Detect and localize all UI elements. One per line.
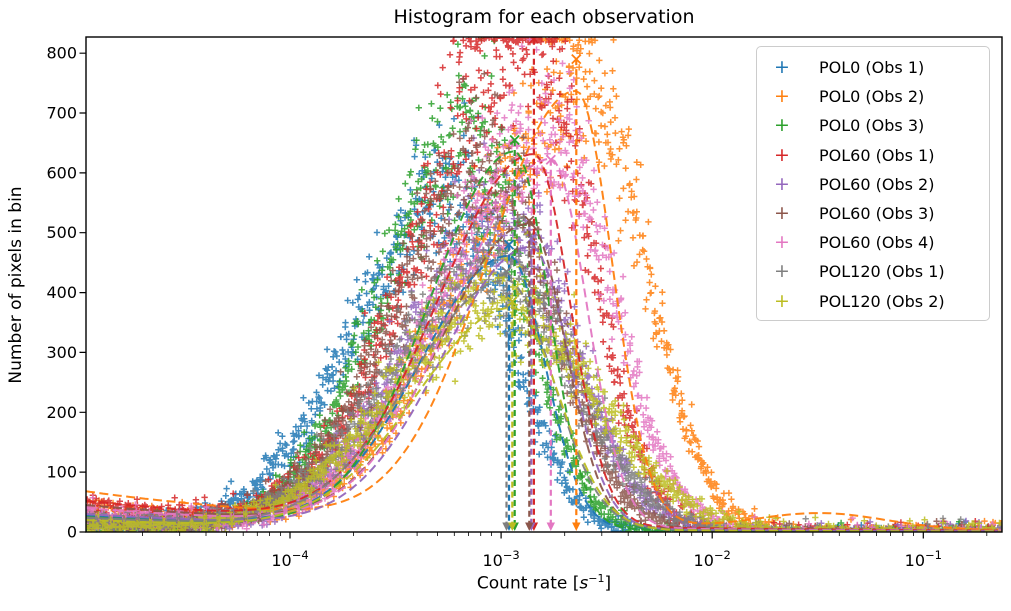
x-marker-icon bbox=[524, 215, 535, 226]
plus-marker-icon: + bbox=[774, 85, 790, 108]
peak-marker-line-POL60-Obs-3 bbox=[524, 215, 535, 531]
y-tick-label: 0 bbox=[67, 523, 77, 542]
peak-marker-line-POL60-Obs-4 bbox=[545, 154, 556, 531]
plus-marker-icon: + bbox=[774, 289, 790, 312]
x-axis-label: Count rate [s−1] bbox=[476, 572, 612, 594]
y-axis-label: Number of pixels in bin bbox=[6, 186, 26, 384]
plus-marker-icon: + bbox=[774, 143, 790, 166]
fit-curve-POL60-Obs-3 bbox=[86, 222, 998, 532]
plus-marker-icon: + bbox=[774, 231, 790, 254]
legend-label: POL60 (Obs 2) bbox=[819, 174, 935, 194]
legend-item: + POL60 (Obs 4) bbox=[757, 228, 989, 257]
down-arrow-icon bbox=[525, 522, 534, 531]
x-tick-label: 10−4 bbox=[271, 548, 308, 570]
y-tick-label: 400 bbox=[46, 283, 77, 302]
x-marker-icon bbox=[571, 53, 582, 65]
plus-marker-icon: + bbox=[774, 202, 790, 225]
legend: + POL0 (Obs 1) + POL0 (Obs 2) + POL0 (Obs 3… bbox=[756, 46, 990, 321]
x-tick-label: 10−2 bbox=[694, 548, 731, 570]
fit-curve-POL60-Obs-2 bbox=[86, 245, 998, 532]
y-tick-label: 800 bbox=[46, 44, 77, 63]
legend-label: POL120 (Obs 2) bbox=[819, 291, 945, 311]
x-marker-icon bbox=[507, 296, 518, 307]
major-ticks bbox=[79, 52, 924, 539]
plus-marker-icon: + bbox=[774, 172, 790, 195]
down-arrow-icon bbox=[572, 522, 581, 531]
legend-item: + POL0 (Obs 3) bbox=[757, 111, 989, 140]
fit-curve-POL60-Obs-1 bbox=[86, 153, 998, 532]
x-marker-icon bbox=[501, 266, 512, 277]
legend-item: + POL0 (Obs 2) bbox=[757, 82, 989, 111]
legend-label: POL120 (Obs 1) bbox=[819, 262, 945, 282]
x-tick-label: 10−1 bbox=[905, 548, 942, 570]
x-marker-icon bbox=[545, 154, 556, 165]
fit-curve-POL120-Obs-1 bbox=[86, 279, 998, 532]
axes-frame bbox=[85, 36, 1003, 533]
y-tick-label: 200 bbox=[46, 403, 77, 422]
plus-marker-icon: + bbox=[774, 260, 790, 283]
x-tick-label: 10−3 bbox=[482, 548, 519, 570]
legend-label: POL0 (Obs 3) bbox=[819, 116, 925, 136]
x-marker-icon bbox=[509, 134, 520, 146]
y-tick-label: 300 bbox=[46, 343, 77, 362]
y-tick-label: 700 bbox=[46, 104, 77, 123]
x-marker-icon bbox=[528, 37, 540, 44]
legend-label: POL60 (Obs 4) bbox=[819, 233, 935, 253]
down-arrow-icon bbox=[508, 522, 517, 531]
peak-marker-line-POL0-Obs-2 bbox=[571, 53, 582, 531]
plus-marker-icon: + bbox=[774, 56, 790, 79]
fit-curve-POL120-Obs-2 bbox=[86, 306, 998, 532]
plus-marker-icon: + bbox=[774, 114, 790, 137]
y-tick-label: 600 bbox=[46, 163, 77, 182]
legend-label: POL0 (Obs 1) bbox=[819, 58, 925, 78]
chart-title: Histogram for each observation bbox=[393, 6, 695, 28]
y-tick-label: 500 bbox=[46, 223, 77, 242]
legend-item: + POL60 (Obs 2) bbox=[757, 170, 989, 199]
legend-label: POL60 (Obs 3) bbox=[819, 204, 935, 224]
peak-marker-line-POL120-Obs-1 bbox=[501, 266, 512, 531]
legend-item: + POL120 (Obs 1) bbox=[757, 257, 989, 286]
down-arrow-icon bbox=[502, 522, 511, 531]
peak-marker-line-POL120-Obs-2 bbox=[507, 296, 518, 531]
legend-item: + POL60 (Obs 3) bbox=[757, 199, 989, 228]
fit-curve-POL0-Obs-2 bbox=[86, 89, 998, 531]
legend-label: POL60 (Obs 1) bbox=[819, 145, 935, 165]
legend-label: POL0 (Obs 2) bbox=[819, 87, 925, 107]
down-arrow-icon bbox=[546, 522, 555, 531]
y-tick-label: 100 bbox=[46, 463, 77, 482]
legend-item: + POL60 (Obs 1) bbox=[757, 141, 989, 170]
x-marker-icon bbox=[503, 239, 515, 250]
fit-curve-POL60-Obs-4 bbox=[86, 157, 998, 532]
x-minor-ticks bbox=[142, 532, 988, 536]
legend-item: + POL0 (Obs 1) bbox=[757, 53, 989, 82]
legend-item: + POL120 (Obs 2) bbox=[757, 287, 989, 316]
